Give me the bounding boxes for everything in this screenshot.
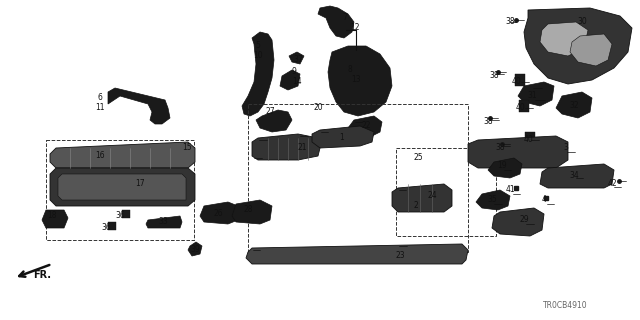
Polygon shape [200, 202, 238, 224]
Text: 35: 35 [487, 196, 497, 204]
Polygon shape [348, 116, 382, 136]
Polygon shape [492, 208, 544, 236]
Text: 11: 11 [95, 103, 105, 113]
Text: 4: 4 [541, 196, 547, 204]
Text: 33: 33 [158, 218, 168, 227]
Polygon shape [252, 134, 320, 160]
Bar [248, 104, 468, 252]
Text: 40: 40 [523, 135, 533, 145]
Text: 40: 40 [515, 103, 525, 113]
Polygon shape [146, 216, 182, 228]
Text: 40: 40 [511, 77, 521, 86]
Text: 8: 8 [348, 66, 353, 75]
Text: 3: 3 [564, 143, 568, 153]
Text: 16: 16 [95, 150, 105, 159]
Text: 19: 19 [497, 162, 507, 171]
Polygon shape [468, 136, 568, 168]
Text: 32: 32 [569, 101, 579, 110]
Polygon shape [392, 184, 452, 212]
Text: 26: 26 [213, 209, 223, 218]
Text: 13: 13 [351, 76, 361, 84]
Polygon shape [570, 34, 612, 66]
Text: 42: 42 [607, 179, 617, 188]
Polygon shape [58, 174, 186, 200]
Text: 29: 29 [519, 215, 529, 225]
Text: 36: 36 [101, 223, 111, 233]
Text: 23: 23 [395, 252, 405, 260]
Text: 17: 17 [135, 179, 145, 188]
Polygon shape [312, 126, 374, 148]
Text: 38: 38 [489, 71, 499, 81]
Polygon shape [540, 164, 614, 188]
Polygon shape [108, 222, 116, 230]
Text: TR0CB4910: TR0CB4910 [543, 300, 588, 309]
Text: 22: 22 [361, 122, 371, 131]
Text: 36: 36 [115, 212, 125, 220]
Text: 37: 37 [293, 55, 303, 65]
Text: FR.: FR. [33, 270, 51, 280]
Text: 28: 28 [243, 205, 253, 214]
Text: 15: 15 [182, 143, 192, 153]
Polygon shape [515, 74, 525, 86]
Polygon shape [556, 92, 592, 118]
Polygon shape [524, 8, 632, 84]
Polygon shape [518, 82, 554, 106]
Polygon shape [108, 88, 170, 124]
Polygon shape [476, 190, 510, 210]
Text: 9: 9 [292, 68, 296, 76]
Text: 1: 1 [340, 133, 344, 142]
Text: 5: 5 [255, 42, 260, 51]
Text: 38: 38 [505, 18, 515, 27]
Bar [396, 148, 496, 236]
Text: 2: 2 [413, 202, 419, 211]
Text: 38: 38 [483, 117, 493, 126]
Text: 31: 31 [527, 92, 537, 100]
Polygon shape [280, 70, 300, 90]
Text: 38: 38 [495, 143, 505, 153]
Text: 14: 14 [292, 77, 302, 86]
Polygon shape [289, 52, 304, 64]
Polygon shape [318, 6, 354, 38]
Text: 12: 12 [350, 23, 360, 33]
Text: 10: 10 [253, 52, 263, 60]
Text: 27: 27 [265, 108, 275, 116]
Text: 41: 41 [505, 186, 515, 195]
Polygon shape [232, 200, 272, 224]
Polygon shape [540, 22, 588, 56]
Text: 21: 21 [297, 143, 307, 153]
Polygon shape [50, 142, 195, 168]
Bar [46, 140, 194, 240]
Polygon shape [488, 158, 522, 178]
Polygon shape [328, 46, 392, 116]
Polygon shape [525, 132, 535, 144]
Text: 39: 39 [190, 245, 200, 254]
Polygon shape [50, 168, 195, 206]
Text: 34: 34 [569, 171, 579, 180]
Text: 6: 6 [97, 93, 102, 102]
Polygon shape [246, 244, 468, 264]
Polygon shape [519, 100, 529, 112]
Text: 25: 25 [413, 154, 423, 163]
Polygon shape [42, 210, 68, 228]
Text: 18: 18 [47, 212, 57, 220]
Polygon shape [188, 242, 202, 256]
Polygon shape [122, 210, 130, 218]
Text: 20: 20 [313, 103, 323, 113]
Polygon shape [256, 110, 292, 132]
Polygon shape [242, 32, 274, 116]
Text: 30: 30 [577, 18, 587, 27]
Text: 24: 24 [427, 191, 437, 201]
Text: 7: 7 [342, 13, 348, 22]
